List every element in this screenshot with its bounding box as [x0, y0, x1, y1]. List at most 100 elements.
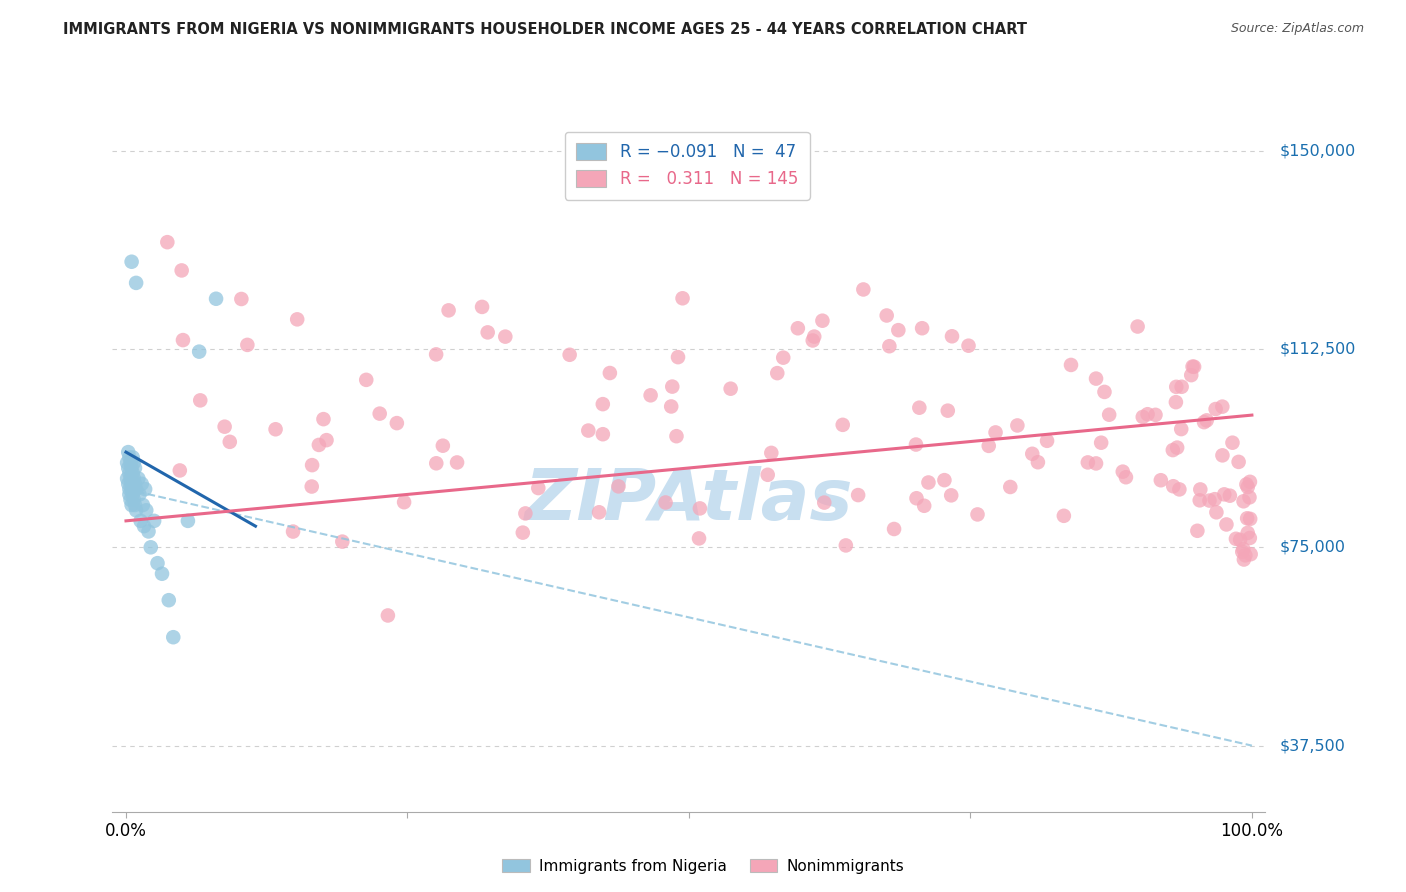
Point [1060, 358, 1083, 372]
Point [118, 450, 141, 465]
Point [887, 323, 910, 337]
Point [120, 492, 142, 507]
Point [315, 433, 337, 447]
Point [1170, 380, 1192, 394]
Point [1232, 545, 1254, 559]
Point [471, 300, 494, 314]
Point [1085, 371, 1108, 385]
Point [607, 479, 630, 493]
Point [129, 514, 152, 528]
Point [1215, 517, 1237, 532]
Text: IMMIGRANTS FROM NIGERIA VS NONIMMIGRANTS HOUSEHOLDER INCOME AGES 25 - 44 YEARS C: IMMIGRANTS FROM NIGERIA VS NONIMMIGRANTS… [63, 22, 1028, 37]
Point [494, 329, 516, 343]
Point [917, 475, 939, 490]
Point [1161, 443, 1184, 458]
Point [1213, 487, 1236, 501]
Point [1229, 533, 1251, 547]
Point [138, 524, 160, 539]
Point [132, 498, 155, 512]
Point [205, 292, 228, 306]
Point [1077, 455, 1099, 469]
Point [135, 503, 157, 517]
Point [515, 507, 537, 521]
Point [1234, 477, 1257, 491]
Point [134, 482, 156, 496]
Point [1188, 493, 1211, 508]
Point [1168, 483, 1191, 497]
Point [122, 472, 145, 486]
Point [1227, 455, 1250, 469]
Point [1239, 531, 1261, 545]
Point [576, 424, 599, 438]
Point [477, 326, 499, 340]
Point [425, 347, 447, 361]
Point [301, 458, 323, 472]
Point [666, 350, 689, 364]
Point [1112, 465, 1135, 479]
Point [1136, 407, 1159, 421]
Point [312, 412, 335, 426]
Point [437, 303, 460, 318]
Point [592, 397, 614, 411]
Point [236, 338, 259, 352]
Point [966, 508, 988, 522]
Legend: R = −0.091   N =  47, R =   0.311   N = 145: R = −0.091 N = 47, R = 0.311 N = 145 [565, 131, 810, 200]
Point [121, 467, 143, 481]
Point [121, 450, 143, 465]
Text: $37,500: $37,500 [1279, 738, 1346, 753]
Point [1225, 532, 1247, 546]
Point [1150, 473, 1173, 487]
Point [977, 439, 1000, 453]
Point [1232, 494, 1254, 508]
Point [170, 263, 193, 277]
Point [368, 407, 391, 421]
Point [1234, 549, 1257, 563]
Point [150, 566, 173, 581]
Point [162, 630, 184, 644]
Point [1053, 508, 1076, 523]
Point [1166, 380, 1188, 394]
Point [761, 446, 783, 460]
Point [813, 495, 835, 509]
Point [908, 401, 931, 415]
Point [688, 532, 710, 546]
Point [756, 467, 779, 482]
Point [125, 482, 148, 496]
Point [115, 472, 138, 486]
Point [425, 456, 447, 470]
Point [1239, 491, 1261, 505]
Point [1205, 505, 1227, 519]
Point [1239, 512, 1261, 526]
Point [904, 437, 927, 451]
Point [1164, 395, 1187, 409]
Text: $150,000: $150,000 [1279, 144, 1355, 158]
Point [115, 456, 138, 470]
Point [120, 472, 142, 486]
Point [446, 455, 468, 469]
Point [1115, 470, 1137, 484]
Point [172, 333, 194, 347]
Point [139, 541, 162, 555]
Point [231, 292, 253, 306]
Point [831, 417, 853, 432]
Point [1195, 413, 1218, 427]
Point [125, 503, 148, 517]
Point [385, 416, 408, 430]
Point [665, 429, 688, 443]
Point [1232, 542, 1254, 557]
Point [128, 487, 150, 501]
Point [156, 235, 179, 249]
Point [835, 538, 858, 552]
Text: $112,500: $112,500 [1279, 342, 1355, 357]
Point [1094, 384, 1116, 399]
Point [558, 348, 581, 362]
Point [654, 495, 676, 509]
Point [941, 329, 963, 343]
Point [121, 498, 143, 512]
Point [1236, 480, 1258, 494]
Point [640, 388, 662, 402]
Point [1192, 415, 1215, 429]
Point [121, 461, 143, 475]
Y-axis label: Householder Income Ages 25 - 44 years: Householder Income Ages 25 - 44 years [0, 281, 7, 602]
Point [1236, 525, 1258, 540]
